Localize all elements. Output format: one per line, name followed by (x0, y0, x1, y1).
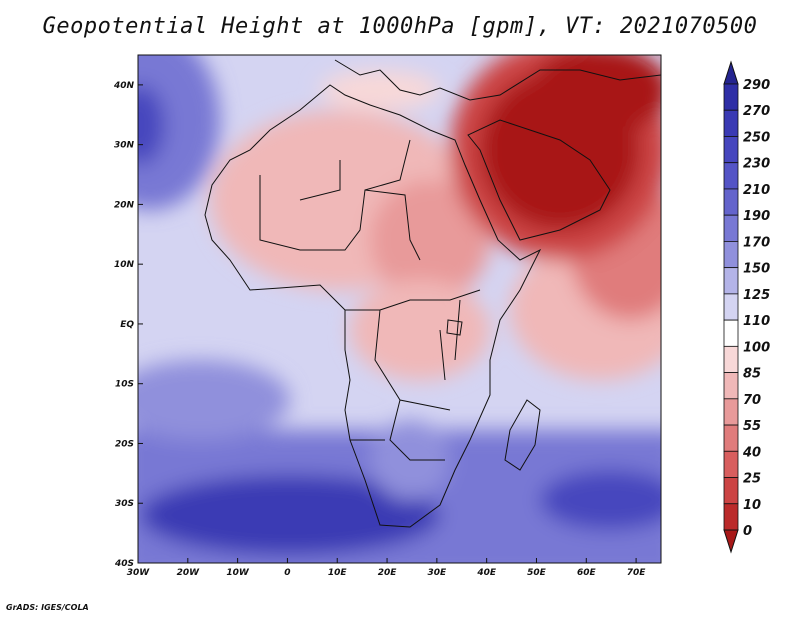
colorbar-label: 25 (743, 472, 761, 487)
colorbar-swatch (723, 109, 739, 137)
y-tick-label: 40S (114, 559, 134, 569)
colorbar-label: 10 (743, 498, 761, 513)
colorbar-label: 125 (743, 288, 770, 303)
x-tick-label: 20W (177, 568, 201, 578)
colorbar-label: 55 (743, 419, 761, 434)
colorbar-label: 270 (743, 104, 770, 119)
x-tick-label: 10W (226, 568, 250, 578)
x-tick-label: 30E (428, 568, 448, 578)
colorbar-label: 210 (743, 183, 770, 198)
colorbar-label: 250 (743, 130, 770, 145)
colorbar-swatch (723, 450, 739, 478)
x-tick-label: 0 (284, 568, 290, 578)
colorbar-label: 170 (743, 235, 770, 250)
colorbar-label: 40 (742, 445, 761, 460)
colorbar-label: 230 (743, 157, 770, 172)
x-tick-label: 50E (527, 568, 547, 578)
y-tick-label: 20S (115, 439, 134, 449)
colorbar-label: 0 (743, 524, 752, 539)
y-tick-label: 30N (114, 141, 135, 151)
colorbar-swatch (723, 372, 739, 400)
coastlines (204, 59, 661, 528)
colorbar-label: 290 (743, 78, 770, 93)
colorbar-label: 150 (743, 262, 770, 277)
y-tick-label: 20N (114, 200, 135, 210)
colorbar-swatch (723, 319, 739, 347)
x-tick-label: 40E (476, 568, 497, 578)
colorbar-swatch (723, 398, 739, 426)
x-tick-label: 20E (378, 568, 398, 578)
colorbar-label: 110 (743, 314, 770, 329)
x-axis: 30W 20W 10W 0 10E 20E 30E 40E 50E 60E 70E (127, 558, 647, 578)
colorbar-swatch (723, 477, 739, 505)
colorbar-label: 85 (743, 367, 761, 382)
x-tick-label: 60E (577, 568, 597, 578)
colorbar-swatch (723, 136, 739, 164)
colorbar-label: 100 (743, 340, 770, 355)
y-tick-label: 10S (115, 380, 134, 390)
y-axis: 40N 30N 20N 10N EQ 10S 20S 30S 40S (113, 81, 143, 569)
colorbar-swatch (723, 345, 739, 373)
colorbar-bottom-arrow (723, 529, 739, 554)
grads-credit: GrADS: IGES/COLA (6, 603, 89, 612)
colorbar-swatch (723, 214, 739, 242)
y-tick-label: 30S (115, 499, 134, 509)
colorbar-swatch (723, 83, 739, 111)
colorbar: 2902702502302101901701501251101008570554… (723, 60, 770, 554)
y-tick-label: 10N (114, 260, 135, 270)
plot-frame (137, 54, 662, 564)
y-tick-label: EQ (120, 320, 134, 330)
map-title: Geopotential Height at 1000hPa [gpm], VT… (42, 14, 758, 39)
x-tick-label: 10E (328, 568, 348, 578)
colorbar-swatch (723, 503, 739, 531)
x-tick-label: 70E (627, 568, 647, 578)
height-field (138, 55, 661, 563)
colorbar-swatch (723, 293, 739, 321)
colorbar-swatch (723, 424, 739, 452)
colorbar-top-arrow (723, 60, 739, 85)
y-tick-label: 40N (113, 81, 135, 91)
colorbar-label: 190 (743, 209, 770, 224)
x-tick-label: 30W (127, 568, 151, 578)
colorbar-swatch (723, 188, 739, 216)
colorbar-swatch (723, 241, 739, 269)
colorbar-swatch (723, 267, 739, 295)
colorbar-label: 70 (743, 393, 761, 408)
colorbar-swatch (723, 162, 739, 190)
